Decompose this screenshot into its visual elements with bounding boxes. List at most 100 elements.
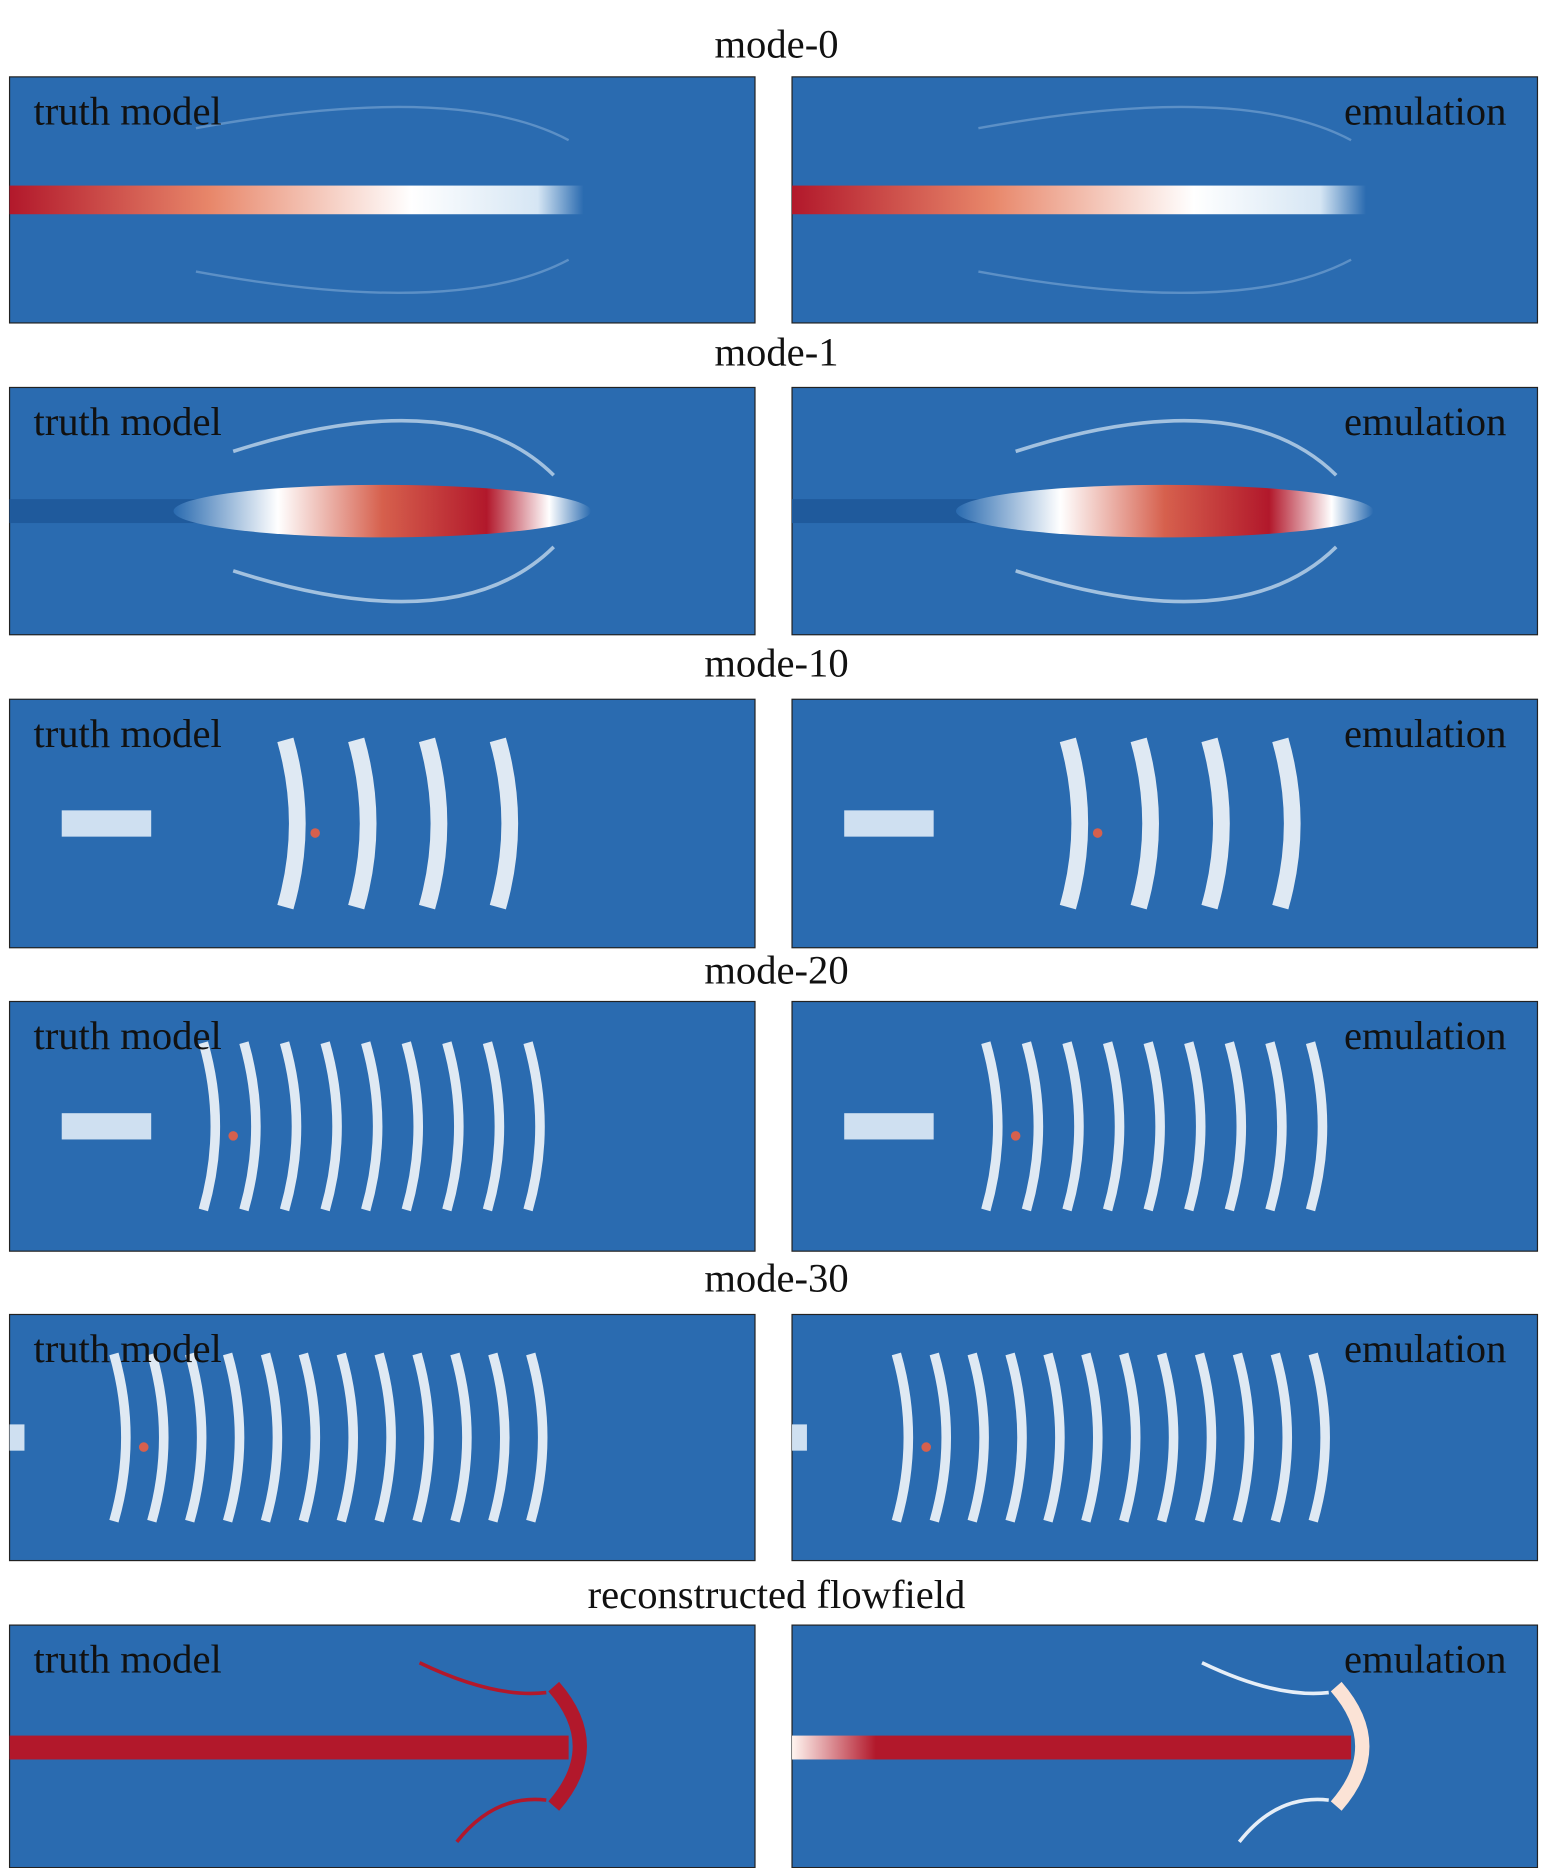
wave-front [1272,737,1301,910]
emulation-label: emulation [1344,88,1506,133]
wave-front [320,1041,342,1212]
jet-core [844,1113,934,1140]
emulation-label: emulation [1344,1013,1506,1058]
emulation-label: emulation [1344,399,1506,444]
panel-title: mode-1 [714,330,838,375]
wave-front [348,737,377,910]
jet [792,1735,1352,1760]
flow-image [8,76,756,324]
wave-front [1062,1041,1084,1212]
wave-front [198,1041,221,1212]
wave-front [279,1041,302,1212]
jet-dark [9,499,234,524]
hot-spot [228,1131,238,1141]
jet [956,484,1374,538]
emulation-label: emulation [1344,711,1506,756]
wave-front [418,737,448,910]
wave-front [891,1352,914,1523]
wave-front [109,1352,131,1523]
wave-front [1308,1352,1330,1523]
jet [9,1735,569,1760]
wave-front [1103,1041,1125,1212]
jet-core [61,810,152,837]
jet [173,484,592,538]
wave-front [1143,1041,1165,1212]
wave-front [1021,1041,1044,1212]
jet-dark [792,499,1016,524]
flow-image [8,698,756,949]
wave-front [298,1352,321,1523]
truth-label: truth model [33,1326,221,1371]
hot-spot [1010,1131,1021,1141]
wave-front [1005,1352,1027,1523]
wave-front [1265,1041,1287,1212]
jet [9,185,584,215]
wave-front [1130,737,1159,910]
wave-front [1059,737,1089,910]
wave-front [1201,737,1230,910]
flow-image [8,1000,756,1252]
wave-front [1119,1352,1141,1523]
wave-front [1232,1352,1255,1523]
wave-front [374,1352,396,1523]
hot-spot [138,1442,149,1452]
flow-image [791,1000,1539,1252]
plume [232,418,555,604]
wave-front [1043,1352,1065,1523]
wave-front [967,1352,989,1523]
wave-front [1305,1041,1328,1212]
jet-head [1330,1681,1370,1811]
panel-title: mode-10 [704,640,848,685]
panel-title: mode-20 [704,947,848,992]
jet [792,185,1367,215]
wave-front [260,1352,283,1523]
wave-front [526,1352,548,1523]
jet-core [9,1424,25,1451]
panel-title: mode-30 [704,1256,848,1301]
wave-front [336,1352,359,1523]
flow-image [791,1624,1539,1868]
plume [978,105,1352,295]
flow-image [791,386,1539,636]
panel-title: mode-0 [714,22,838,67]
wave-front [147,1352,169,1523]
truth-label: truth model [33,711,221,756]
wave-front [489,737,519,910]
wave-front [981,1041,1003,1212]
truth-label: truth model [33,88,221,133]
wave-front [482,1041,505,1212]
jet-core [792,1424,807,1451]
jet-head [548,1681,587,1811]
jet-core [61,1113,152,1140]
wave-front [450,1352,472,1523]
plume [195,105,570,295]
filament [1201,1661,1329,1844]
wave-front [1270,1352,1293,1523]
plume [1015,418,1338,604]
flow-image [791,76,1539,324]
wave-front [361,1041,383,1212]
hot-spot [1092,828,1103,838]
flow-image [8,386,756,636]
wave-front [1224,1041,1247,1212]
wave-front [523,1041,545,1212]
wave-front [412,1352,434,1523]
panel-title: reconstructed flowfield [588,1572,966,1617]
wave-front [1081,1352,1103,1523]
truth-label: truth model [33,1637,221,1682]
truth-label: truth model [33,399,221,444]
wave-front [488,1352,510,1523]
hot-spot [310,828,320,838]
emulation-label: emulation [1344,1637,1506,1682]
wave-front [401,1041,424,1212]
wave-front [239,1041,261,1212]
flow-image [791,698,1539,949]
truth-label: truth model [33,1013,221,1058]
wave-front [1157,1352,1179,1523]
filament [418,1661,547,1844]
wave-front [929,1352,952,1523]
emulation-label: emulation [1344,1326,1506,1371]
wave-front [185,1352,207,1523]
hot-spot [921,1442,931,1452]
